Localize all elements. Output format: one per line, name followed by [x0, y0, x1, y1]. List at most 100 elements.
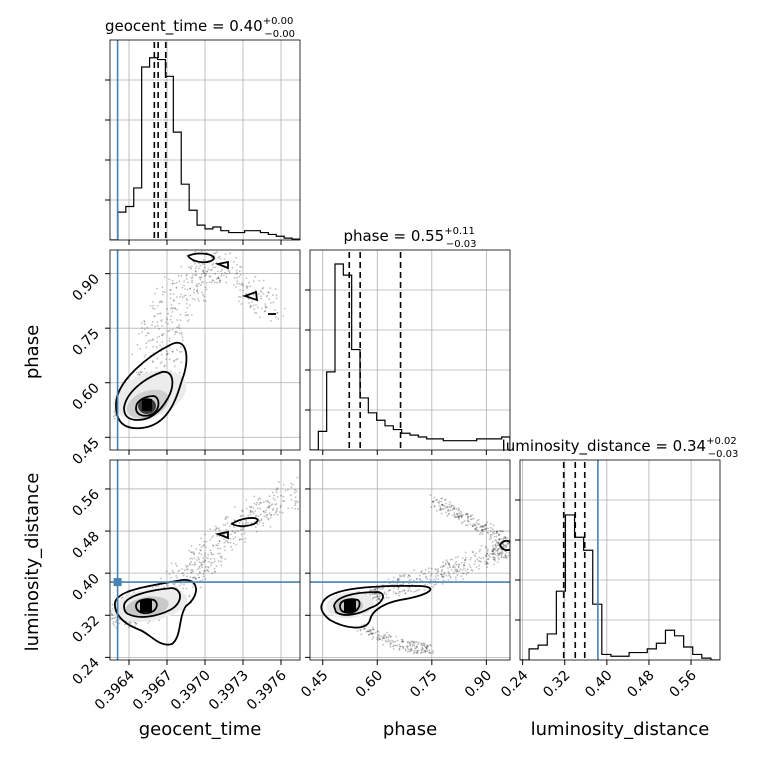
- sample-point: [168, 358, 171, 361]
- sample-point: [451, 558, 454, 561]
- sample-point: [245, 499, 248, 501]
- sample-point: [440, 573, 442, 576]
- sample-point: [217, 527, 220, 530]
- sample-point: [270, 319, 272, 322]
- sample-point: [209, 275, 212, 278]
- sample-point: [166, 308, 169, 310]
- sample-point: [191, 557, 194, 560]
- sample-point: [404, 573, 406, 576]
- sample-point: [486, 521, 489, 524]
- sample-point: [441, 574, 444, 576]
- sample-point: [374, 593, 377, 595]
- sample-point: [218, 528, 221, 531]
- sample-point: [413, 569, 416, 571]
- sample-point: [468, 564, 471, 566]
- sample-point: [235, 269, 238, 272]
- sample-point: [511, 539, 513, 541]
- sample-point: [214, 272, 217, 275]
- sample-point: [200, 537, 202, 540]
- sample-point: [436, 498, 438, 501]
- sample-point: [447, 508, 450, 511]
- sample-point: [482, 530, 484, 533]
- sample-point: [443, 573, 445, 576]
- sample-point: [260, 519, 263, 522]
- sample-point: [211, 264, 214, 266]
- sample-point: [249, 510, 252, 513]
- sample-point: [413, 644, 415, 647]
- sample-point: [467, 517, 469, 520]
- sample-point: [228, 270, 231, 273]
- sample-point: [189, 287, 192, 290]
- sample-point: [223, 545, 226, 548]
- sample-point: [180, 346, 183, 348]
- sample-point: [401, 638, 404, 641]
- sample-point: [505, 557, 507, 559]
- sample-point: [173, 359, 176, 362]
- sample-point: [442, 505, 445, 507]
- sample-point: [198, 565, 201, 568]
- sample-point: [206, 251, 208, 254]
- sample-point: [453, 506, 456, 509]
- sample-point: [189, 266, 192, 269]
- sample-point: [242, 283, 244, 286]
- sample-point: [424, 650, 427, 653]
- sample-point: [457, 515, 460, 518]
- sample-point: [445, 574, 448, 577]
- sample-point: [466, 513, 469, 516]
- sample-point: [506, 556, 508, 559]
- sample-point: [441, 503, 444, 506]
- sample-point: [165, 321, 167, 324]
- sample-point: [187, 314, 190, 317]
- sample-point: [372, 628, 374, 631]
- sample-point: [212, 262, 215, 265]
- sample-point: [196, 288, 199, 291]
- sample-point: [189, 267, 192, 270]
- sample-point: [165, 354, 168, 356]
- sample-point: [166, 352, 169, 355]
- sample-point: [251, 522, 253, 524]
- sample-point: [507, 554, 510, 557]
- sample-point: [232, 537, 235, 540]
- sample-point: [229, 252, 232, 255]
- sample-point: [442, 576, 444, 579]
- sample-point: [271, 491, 274, 494]
- sample-point: [423, 649, 426, 652]
- sample-point: [178, 569, 181, 572]
- sample-point: [458, 512, 461, 514]
- sample-point: [498, 553, 500, 555]
- sample-point: [442, 579, 445, 582]
- sample-point: [193, 552, 196, 555]
- sample-point: [248, 281, 250, 284]
- sample-point: [275, 297, 278, 300]
- sample-point: [466, 513, 469, 515]
- sample-point: [402, 640, 405, 643]
- sample-point: [413, 651, 416, 653]
- sample-point: [426, 650, 429, 652]
- sample-point: [154, 325, 157, 328]
- sample-point: [446, 560, 449, 563]
- sample-point: [437, 578, 440, 580]
- sample-point: [503, 535, 506, 538]
- sample-point: [293, 500, 296, 503]
- sample-point: [203, 570, 206, 573]
- sample-point: [191, 563, 194, 566]
- sample-point: [205, 556, 208, 559]
- sample-point: [259, 513, 262, 516]
- sample-point: [480, 557, 483, 560]
- sample-point: [487, 558, 489, 561]
- sample-point: [383, 633, 386, 636]
- sample-point: [420, 570, 423, 572]
- sample-point: [267, 291, 270, 294]
- sample-point: [410, 647, 412, 650]
- sample-point: [498, 533, 501, 536]
- sample-point: [452, 565, 455, 568]
- sample-point: [127, 626, 130, 628]
- sample-point: [212, 266, 215, 269]
- sample-point: [469, 518, 472, 521]
- sample-point: [481, 524, 484, 527]
- sample-point: [492, 549, 495, 552]
- sample-point: [238, 539, 241, 541]
- xtick-label-luminosity-distance: 0.48: [624, 668, 657, 701]
- sample-point: [455, 516, 458, 519]
- sample-point: [276, 513, 279, 516]
